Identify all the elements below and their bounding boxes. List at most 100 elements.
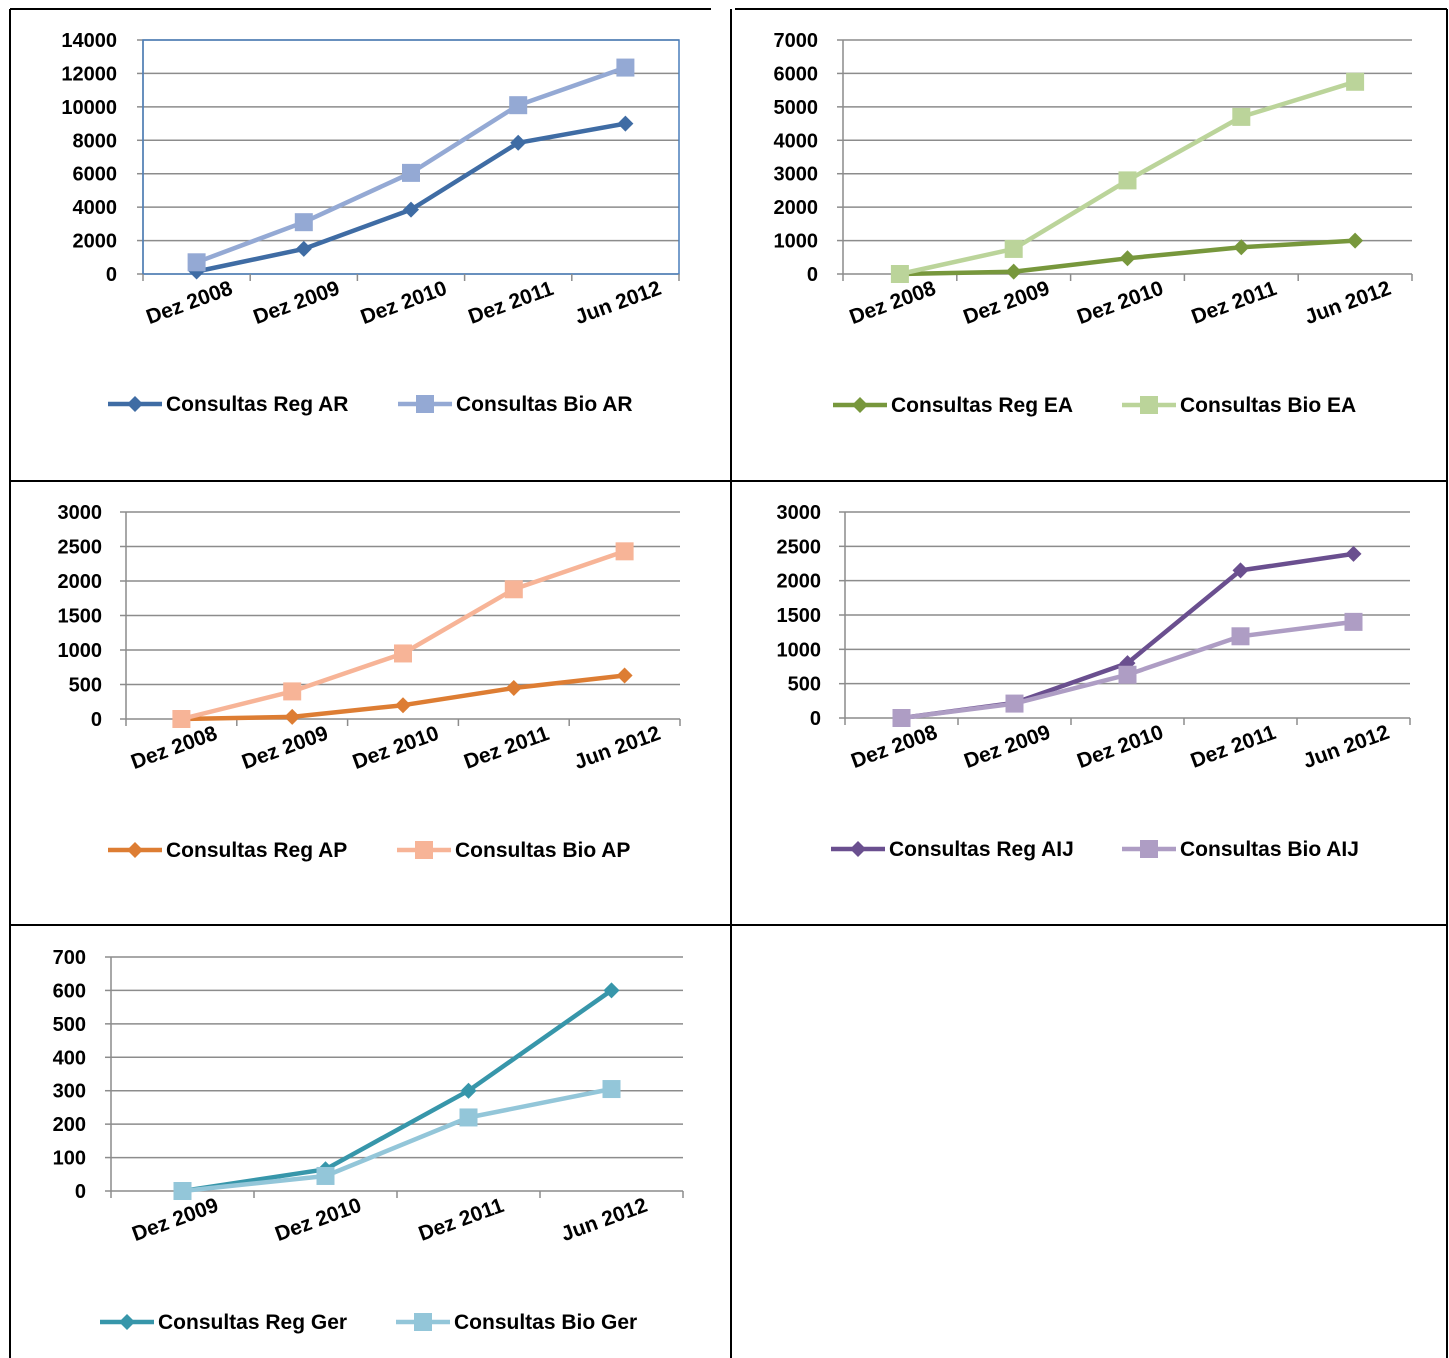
legend-marker bbox=[119, 1314, 135, 1330]
x-tick-label: Jun 2012 bbox=[558, 1194, 650, 1246]
data-point bbox=[1233, 239, 1250, 256]
chart-1: 0 2000 4000 6000 8000 10000 12000 14000 Dez 2008… bbox=[61, 30, 680, 416]
legend-label: Consultas Bio Ger bbox=[454, 1311, 637, 1334]
y-tick-label: 2500 bbox=[58, 537, 103, 559]
data-point bbox=[402, 163, 420, 182]
x-tick-label: Dez 2010 bbox=[1074, 721, 1166, 773]
y-tick-label: 3000 bbox=[777, 502, 822, 524]
x-tick-label: Dez 2010 bbox=[272, 1194, 364, 1246]
legend-marker bbox=[414, 1313, 432, 1331]
data-point bbox=[394, 644, 412, 663]
data-point bbox=[284, 708, 301, 725]
data-point bbox=[403, 201, 419, 218]
legend-marker bbox=[416, 395, 434, 413]
data-point bbox=[1118, 665, 1137, 684]
x-tick-label: Dez 2008 bbox=[143, 277, 236, 329]
data-point bbox=[602, 1080, 621, 1099]
legend-marker bbox=[127, 396, 143, 412]
y-tick-label: 2000 bbox=[58, 571, 103, 593]
data-point bbox=[459, 1108, 478, 1127]
y-tick-label: 3000 bbox=[58, 502, 103, 524]
series-line bbox=[180, 549, 626, 722]
data-point bbox=[616, 667, 633, 684]
series-2 bbox=[892, 612, 1363, 727]
legend-label: Consultas Reg AP bbox=[166, 839, 347, 862]
data-point bbox=[173, 1182, 192, 1200]
series-line bbox=[182, 1086, 612, 1194]
legend-label: Consultas Reg EA bbox=[891, 394, 1073, 417]
x-tick-label: Dez 2010 bbox=[358, 277, 450, 329]
data-point bbox=[617, 115, 634, 132]
x-tick-label: Dez 2010 bbox=[1074, 277, 1166, 329]
legend-label: Consultas Bio AP bbox=[455, 839, 630, 862]
x-tick-label: Jun 2012 bbox=[572, 277, 664, 329]
legend-label: Consultas Bio EA bbox=[1180, 394, 1356, 417]
chart-4: 0 500 1000 1500 2000 2500 3000 Dez 2008 Dez 2009… bbox=[777, 502, 1411, 861]
data-point bbox=[504, 580, 523, 599]
series-2 bbox=[890, 72, 1365, 283]
data-point bbox=[1005, 694, 1024, 713]
series-1 bbox=[173, 667, 633, 727]
y-tick-label: 4000 bbox=[774, 130, 819, 152]
x-tick-label: Dez 2009 bbox=[250, 277, 342, 329]
y-tick-label: 0 bbox=[91, 709, 102, 731]
plot-area-border bbox=[142, 39, 680, 275]
y-tick-label: 500 bbox=[53, 1014, 86, 1036]
legend-marker bbox=[850, 841, 866, 857]
series-2 bbox=[172, 542, 634, 728]
data-point bbox=[395, 697, 411, 714]
data-point bbox=[505, 679, 522, 696]
y-tick-label: 3000 bbox=[774, 164, 819, 186]
series-line bbox=[901, 551, 1354, 721]
data-point bbox=[172, 710, 191, 728]
legend-marker bbox=[415, 841, 433, 859]
y-tick-label: 10000 bbox=[61, 97, 117, 119]
chart-5: 0 100 200 300 400 500 600 700 Dez 2009 Dez 2010 De… bbox=[53, 947, 684, 1334]
y-tick-label: 1000 bbox=[774, 231, 819, 253]
data-point bbox=[1118, 171, 1137, 190]
data-point bbox=[1347, 232, 1364, 249]
y-tick-label: 600 bbox=[53, 980, 86, 1002]
y-tick-label: 0 bbox=[807, 264, 818, 286]
legend-marker bbox=[1140, 840, 1158, 858]
y-tick-label: 500 bbox=[788, 674, 821, 696]
y-tick-label: 6000 bbox=[774, 63, 819, 85]
x-tick-label: Dez 2009 bbox=[961, 721, 1053, 773]
legend-label: Consultas Reg AIJ bbox=[889, 838, 1074, 861]
series-1 bbox=[188, 115, 634, 280]
y-tick-label: 2000 bbox=[73, 231, 118, 253]
y-tick-label: 5000 bbox=[774, 97, 819, 119]
legend-entry: Consultas Bio AIJ bbox=[1122, 838, 1359, 861]
legend-label: Consultas Bio AIJ bbox=[1180, 838, 1359, 861]
series-line bbox=[182, 988, 613, 1194]
legend-marker bbox=[127, 842, 143, 858]
data-point bbox=[1119, 250, 1136, 267]
x-tick-label: Jun 2012 bbox=[1300, 721, 1392, 773]
x-tick-label: Jun 2012 bbox=[571, 722, 663, 774]
y-tick-label: 0 bbox=[810, 708, 821, 730]
legend-entry: Consultas Bio EA bbox=[1122, 394, 1356, 417]
data-point bbox=[1005, 263, 1022, 280]
legend-label: Consultas Reg AR bbox=[166, 393, 348, 416]
data-point bbox=[283, 682, 302, 701]
y-tick-label: 1500 bbox=[777, 605, 822, 627]
data-point bbox=[187, 253, 206, 272]
legend-marker bbox=[852, 397, 868, 413]
data-point bbox=[316, 1166, 335, 1185]
x-tick-label: Dez 2011 bbox=[1188, 721, 1280, 773]
x-tick-label: Jun 2012 bbox=[1302, 277, 1394, 329]
y-tick-label: 300 bbox=[53, 1081, 86, 1103]
legend-label: Consultas Reg Ger bbox=[158, 1311, 347, 1334]
x-tick-label: Dez 2011 bbox=[465, 277, 557, 329]
legend-entry: Consultas Bio Ger bbox=[396, 1311, 637, 1334]
y-tick-label: 7000 bbox=[774, 30, 819, 52]
data-point bbox=[510, 134, 527, 151]
series-1 bbox=[893, 545, 1362, 726]
series-2 bbox=[173, 1080, 621, 1200]
x-tick-label: Dez 2008 bbox=[128, 722, 221, 774]
legend-entry: Consultas Bio AR bbox=[398, 393, 633, 416]
y-tick-label: 0 bbox=[75, 1181, 86, 1203]
data-point bbox=[1232, 562, 1249, 579]
x-tick-label: Dez 2009 bbox=[129, 1194, 221, 1246]
series-line bbox=[196, 121, 626, 274]
